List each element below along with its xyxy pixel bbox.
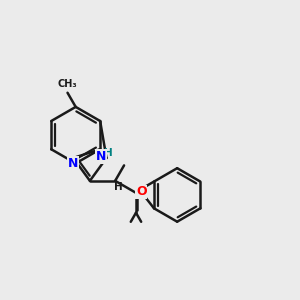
Text: N: N [96, 150, 106, 163]
Text: CH₃: CH₃ [57, 79, 77, 89]
Text: H: H [114, 182, 123, 192]
Text: H: H [103, 148, 112, 158]
Text: N: N [68, 157, 79, 170]
Text: O: O [136, 185, 146, 199]
